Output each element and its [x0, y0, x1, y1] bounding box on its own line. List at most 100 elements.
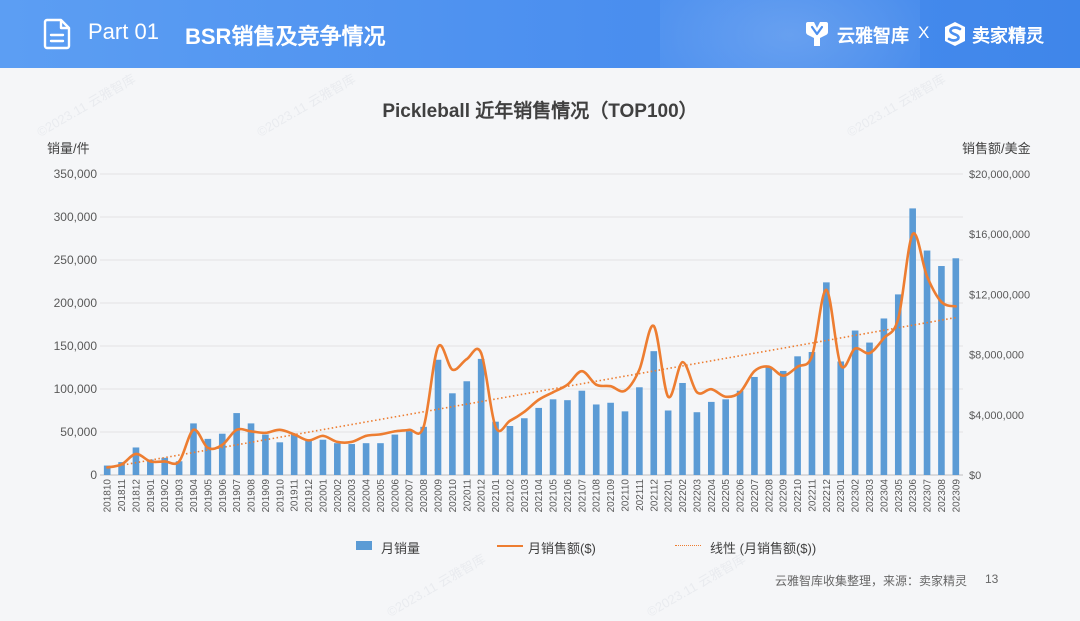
revenue-point [638, 368, 641, 371]
y-right-tick-label: $16,000,000 [969, 229, 1030, 241]
x-tick-label: 202205 [721, 479, 732, 513]
y-left-tick-label: 300,000 [54, 210, 98, 224]
bar [348, 444, 356, 475]
revenue-point [120, 463, 123, 466]
x-tick-label: 202010 [448, 479, 459, 513]
x-tick-label: 202304 [879, 479, 890, 513]
bar [607, 402, 614, 475]
x-tick-label: 202106 [563, 479, 574, 513]
legend-swatch-bar [356, 541, 372, 550]
revenue-point [235, 428, 238, 432]
part-label: Part 01 [88, 19, 159, 44]
bar [736, 390, 744, 475]
bar [161, 457, 169, 475]
section-title: BSR销售及竞争情况 [185, 24, 386, 49]
bar [866, 342, 873, 475]
bar [823, 282, 830, 475]
x-tick-label: 201910 [275, 479, 286, 513]
revenue-point [221, 443, 224, 447]
revenue-point [666, 395, 670, 398]
bar [305, 440, 312, 475]
bar [851, 330, 859, 475]
revenue-point [925, 275, 929, 278]
revenue-point [940, 300, 943, 304]
x-tick-label: 202107 [577, 479, 588, 513]
revenue-point [681, 360, 684, 364]
revenue-point [782, 374, 785, 377]
revenue-point [307, 439, 310, 442]
bar [621, 411, 629, 475]
bar [262, 434, 269, 475]
revenue-point [422, 425, 425, 429]
bar [377, 443, 384, 475]
revenue-point [336, 440, 339, 444]
x-tick-label: 201901 [146, 479, 157, 513]
x-tick-label: 202309 [951, 479, 962, 513]
x-tick-label: 202209 [779, 479, 790, 513]
x-tick-label: 201812 [131, 479, 142, 513]
yunya-logo-icon [803, 20, 831, 48]
x-tick-label: 202208 [764, 479, 775, 513]
legend-swatch-line [497, 545, 523, 547]
revenue-point [379, 433, 382, 436]
x-tick-label: 202002 [333, 479, 344, 513]
revenue-point [350, 440, 353, 444]
bar [549, 399, 557, 475]
bar [765, 367, 773, 475]
bar [578, 390, 586, 475]
bar [779, 370, 787, 475]
bar [247, 423, 255, 475]
bar [794, 356, 801, 475]
bar [175, 461, 183, 475]
revenue-point [192, 428, 195, 432]
revenue-point [609, 385, 612, 388]
bar [290, 433, 298, 475]
y-left-axis-label: 销量/件 [47, 141, 90, 156]
x-tick-label: 202103 [520, 479, 531, 513]
bar [535, 407, 542, 475]
y-right-tick-label: $8,000,000 [969, 350, 1024, 362]
x-tick-label: 202008 [419, 479, 430, 513]
x-tick-label: 201907 [232, 479, 243, 513]
x-tick-label: 202305 [894, 479, 905, 513]
revenue-point [897, 317, 900, 320]
y-left-tick-label: 50,000 [60, 425, 97, 439]
bar [592, 404, 600, 475]
x-tick-label: 202101 [491, 479, 502, 513]
x-tick-label: 201912 [304, 479, 315, 513]
chart-canvas: 0 50,000 100,000 150,000 200,000 250,000 300,0… [54, 167, 1031, 513]
bar [391, 434, 399, 475]
bar [434, 359, 442, 475]
x-tick-label: 202012 [477, 479, 488, 513]
bar [664, 410, 672, 475]
revenue-point [537, 398, 540, 401]
y-right-tick-label: $12,000,000 [969, 289, 1030, 301]
x-tick-label: 202202 [678, 479, 689, 513]
brand-left-name: 云雅智库 [837, 26, 909, 46]
bar [147, 459, 154, 475]
revenue-point [580, 369, 584, 373]
x-tick-label: 202108 [592, 479, 603, 513]
y-left-tick-label: 150,000 [54, 339, 98, 353]
revenue-point [508, 419, 512, 423]
bar [463, 381, 471, 475]
bar [636, 387, 643, 475]
revenue-point [292, 433, 296, 436]
x-tick-label: 202112 [649, 479, 660, 512]
y-left-tick-label: 100,000 [54, 382, 98, 396]
revenue-point [566, 383, 569, 386]
x-tick-label: 202211 [807, 479, 818, 512]
x-tick-label: 201810 [103, 479, 114, 513]
revenue-point [839, 363, 842, 367]
page-number: 13 [985, 572, 999, 586]
brand-right-name: 卖家精灵 [972, 26, 1044, 46]
bar [405, 431, 413, 475]
x-tick-label: 202207 [750, 479, 761, 513]
x-tick-label: 202308 [937, 479, 948, 513]
y-right-tick-label: $4,000,000 [969, 410, 1024, 422]
revenue-point [853, 347, 857, 350]
y-left-tick-label: 0 [90, 468, 97, 482]
y-right-tick-label: $20,000,000 [969, 169, 1030, 181]
x-tick-label: 202111 [635, 479, 646, 511]
revenue-point [264, 431, 267, 435]
